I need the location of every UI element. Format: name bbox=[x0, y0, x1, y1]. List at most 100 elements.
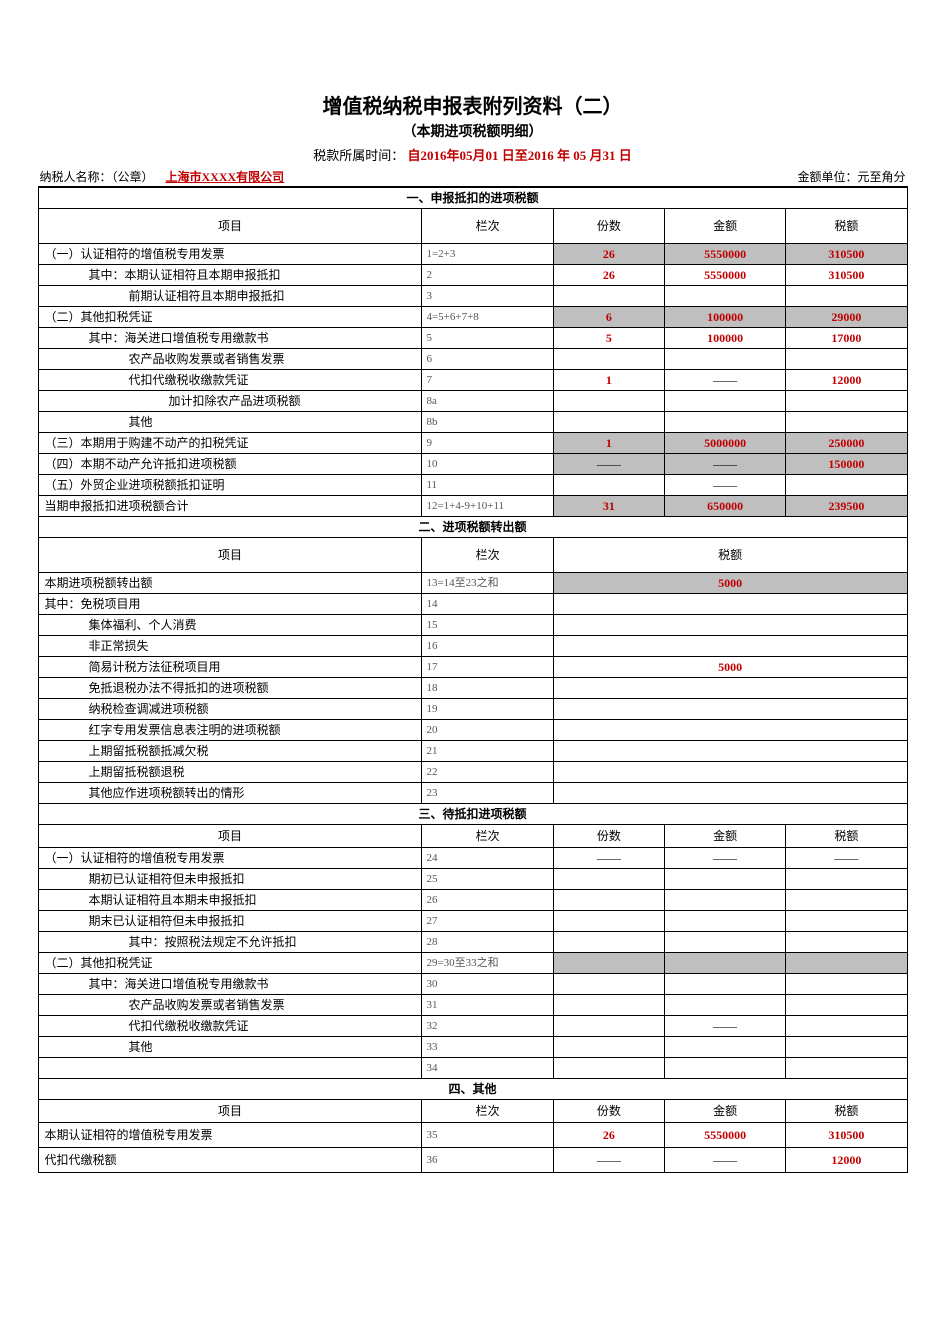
item-cell: （一）认证相符的增值税专用发票 bbox=[38, 848, 422, 869]
lanci-cell: 11 bbox=[422, 475, 553, 496]
shui-cell bbox=[786, 475, 907, 496]
item-cell: 其他 bbox=[38, 412, 422, 433]
shui-cell bbox=[786, 974, 907, 995]
col-header-item: 项目 bbox=[38, 209, 422, 244]
table-row: （一）认证相符的增值税专用发票24—————— bbox=[38, 848, 907, 869]
jine-cell: 650000 bbox=[664, 496, 785, 517]
table-row: （五）外贸企业进项税额抵扣证明11 —— bbox=[38, 475, 907, 496]
shui-cell: 12000 bbox=[786, 1148, 907, 1173]
taxpayer: 纳税人名称：（公章） 上海市XXXX有限公司 bbox=[40, 168, 285, 185]
item-cell: （五）外贸企业进项税额抵扣证明 bbox=[38, 475, 422, 496]
fen-cell bbox=[553, 349, 664, 370]
jine-cell: —— bbox=[664, 475, 785, 496]
table-row: 34 bbox=[38, 1058, 907, 1079]
col-header-shui: 税额 bbox=[786, 825, 907, 848]
fen-cell bbox=[553, 953, 664, 974]
table-row: 农产品收购发票或者销售发票31 bbox=[38, 995, 907, 1016]
jine-cell: 100000 bbox=[664, 328, 785, 349]
page-title: 增值税纳税申报表附列资料（二） bbox=[38, 90, 908, 119]
shui-cell bbox=[786, 412, 907, 433]
shui-cell bbox=[786, 349, 907, 370]
item-cell: 农产品收购发票或者销售发票 bbox=[38, 995, 422, 1016]
item-cell: 本期认证相符的增值税专用发票 bbox=[38, 1123, 422, 1148]
table-row: 期末已认证相符但未申报抵扣27 bbox=[38, 911, 907, 932]
jine-cell: 5550000 bbox=[664, 1123, 785, 1148]
jine-cell bbox=[664, 974, 785, 995]
lanci-cell: 21 bbox=[422, 741, 553, 762]
jine-cell bbox=[664, 932, 785, 953]
lanci-cell: 19 bbox=[422, 699, 553, 720]
fen-cell: 6 bbox=[553, 307, 664, 328]
table-row: 前期认证相符且本期申报抵扣3 bbox=[38, 286, 907, 307]
item-cell: 其中：按照税法规定不允许抵扣 bbox=[38, 932, 422, 953]
lanci-cell: 7 bbox=[422, 370, 553, 391]
col-header-item: 项目 bbox=[38, 825, 422, 848]
shui-cell bbox=[786, 286, 907, 307]
item-cell: 期初已认证相符但未申报抵扣 bbox=[38, 869, 422, 890]
item-cell: 其中：海关进口增值税专用缴款书 bbox=[38, 974, 422, 995]
vat-table: 一、申报抵扣的进项税额项目栏次份数金额税额（一）认证相符的增值税专用发票1=2+… bbox=[38, 187, 908, 1173]
shui-cell bbox=[553, 636, 907, 657]
unit-label: 金额单位：元至角分 bbox=[797, 168, 905, 185]
col-header-jine: 金额 bbox=[664, 1100, 785, 1123]
lanci-cell: 6 bbox=[422, 349, 553, 370]
jine-cell bbox=[664, 911, 785, 932]
shui-cell: 150000 bbox=[786, 454, 907, 475]
lanci-cell: 22 bbox=[422, 762, 553, 783]
fen-cell: 5 bbox=[553, 328, 664, 349]
jine-cell: 5000000 bbox=[664, 433, 785, 454]
item-cell: 免抵退税办法不得抵扣的进项税额 bbox=[38, 678, 422, 699]
table-row: 免抵退税办法不得抵扣的进项税额18 bbox=[38, 678, 907, 699]
lanci-cell: 12=1+4-9+10+11 bbox=[422, 496, 553, 517]
table-row: 本期进项税额转出额13=14至23之和5000 bbox=[38, 573, 907, 594]
shui-cell: 310500 bbox=[786, 244, 907, 265]
item-cell: 期末已认证相符但未申报抵扣 bbox=[38, 911, 422, 932]
table-row: 加计扣除农产品进项税额8a bbox=[38, 391, 907, 412]
lanci-cell: 13=14至23之和 bbox=[422, 573, 553, 594]
shui-cell bbox=[786, 1037, 907, 1058]
item-cell: 加计扣除农产品进项税额 bbox=[38, 391, 422, 412]
shui-cell bbox=[553, 678, 907, 699]
shui-cell bbox=[786, 1016, 907, 1037]
fen-cell: —— bbox=[553, 1148, 664, 1173]
shui-cell: 239500 bbox=[786, 496, 907, 517]
fen-cell bbox=[553, 1037, 664, 1058]
table-row: 代扣代缴税收缴款凭证32—— bbox=[38, 1016, 907, 1037]
lanci-cell: 18 bbox=[422, 678, 553, 699]
jine-cell bbox=[664, 869, 785, 890]
section1-title: 一、申报抵扣的进项税额 bbox=[38, 188, 907, 209]
table-row: 其中：本期认证相符且本期申报抵扣2265550000310500 bbox=[38, 265, 907, 286]
table-row: （四）本期不动产允许抵扣进项税额10————150000 bbox=[38, 454, 907, 475]
col-header-jine: 金额 bbox=[664, 825, 785, 848]
col-header-fen: 份数 bbox=[553, 1100, 664, 1123]
shui-cell bbox=[786, 995, 907, 1016]
lanci-cell: 16 bbox=[422, 636, 553, 657]
info-row: 纳税人名称：（公章） 上海市XXXX有限公司 金额单位：元至角分 bbox=[38, 168, 908, 187]
table-row: 期初已认证相符但未申报抵扣25 bbox=[38, 869, 907, 890]
lanci-cell: 14 bbox=[422, 594, 553, 615]
item-cell: （三）本期用于购建不动产的扣税凭证 bbox=[38, 433, 422, 454]
table-row: 其他33 bbox=[38, 1037, 907, 1058]
jine-cell bbox=[664, 1058, 785, 1079]
jine-cell: —— bbox=[664, 370, 785, 391]
jine-cell bbox=[664, 890, 785, 911]
jine-cell: —— bbox=[664, 1148, 785, 1173]
table-row: （二）其他扣税凭证29=30至33之和 bbox=[38, 953, 907, 974]
lanci-cell: 31 bbox=[422, 995, 553, 1016]
table-row: （一）认证相符的增值税专用发票1=2+3265550000310500 bbox=[38, 244, 907, 265]
fen-cell: 1 bbox=[553, 433, 664, 454]
period-line: 税款所属时间： 自2016年05月01 日至2016 年 05 月31 日 bbox=[38, 145, 908, 164]
lanci-cell: 28 bbox=[422, 932, 553, 953]
col-header-item: 项目 bbox=[38, 1100, 422, 1123]
jine-cell bbox=[664, 391, 785, 412]
jine-cell bbox=[664, 1037, 785, 1058]
fen-cell bbox=[553, 911, 664, 932]
item-cell: 当期申报抵扣进项税额合计 bbox=[38, 496, 422, 517]
item-cell: 本期认证相符且本期未申报抵扣 bbox=[38, 890, 422, 911]
table-row: 当期申报抵扣进项税额合计12=1+4-9+10+1131650000239500 bbox=[38, 496, 907, 517]
item-cell: 上期留抵税额抵减欠税 bbox=[38, 741, 422, 762]
table-row: 纳税检查调减进项税额19 bbox=[38, 699, 907, 720]
lanci-cell: 24 bbox=[422, 848, 553, 869]
shui-cell bbox=[553, 720, 907, 741]
shui-cell bbox=[553, 699, 907, 720]
